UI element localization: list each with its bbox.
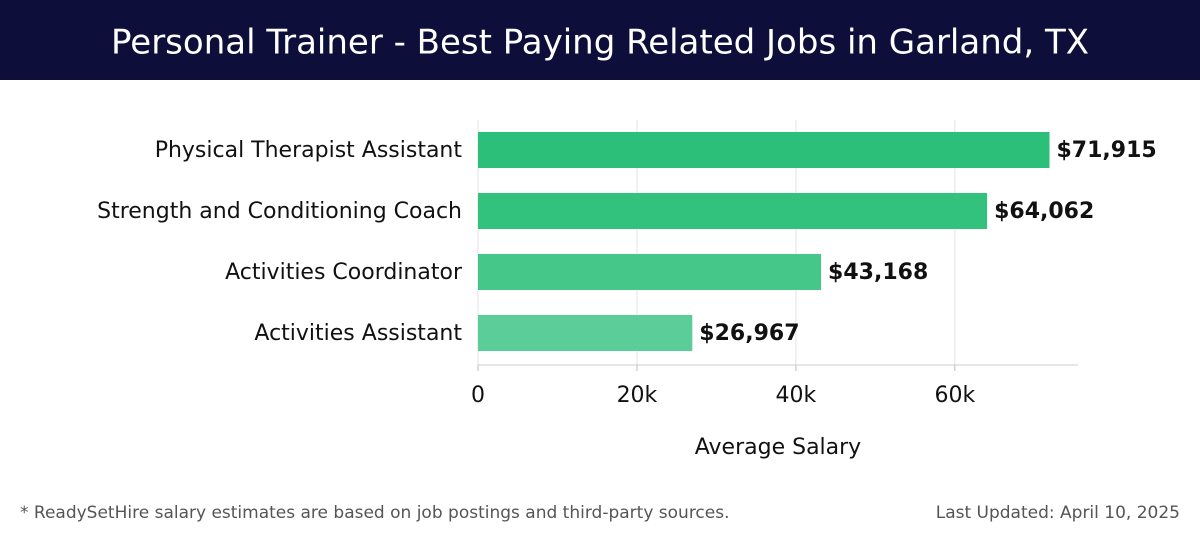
bar xyxy=(478,315,693,351)
bar xyxy=(478,132,1050,168)
x-tick-label: 20k xyxy=(617,383,658,408)
y-tick-label: Physical Therapist Assistant xyxy=(155,138,463,163)
x-tick-label: 60k xyxy=(934,383,975,408)
bar xyxy=(478,254,822,290)
y-tick-label: Activities Coordinator xyxy=(225,260,463,285)
last-updated: Last Updated: April 10, 2025 xyxy=(936,503,1180,523)
x-tick-label: 40k xyxy=(776,383,817,408)
bar xyxy=(478,193,988,229)
value-label: $26,967 xyxy=(699,321,799,346)
y-tick-label: Strength and Conditioning Coach xyxy=(97,199,462,224)
value-label: $64,062 xyxy=(994,199,1094,224)
value-label: $43,168 xyxy=(828,260,928,285)
x-axis-label: Average Salary xyxy=(695,435,861,460)
header-band xyxy=(0,0,1200,80)
footnote: * ReadySetHire salary estimates are base… xyxy=(20,503,730,523)
x-tick-label: 0 xyxy=(471,383,485,408)
chart-title: Personal Trainer - Best Paying Related J… xyxy=(111,23,1089,63)
value-label: $71,915 xyxy=(1057,138,1157,163)
y-tick-label: Activities Assistant xyxy=(254,321,462,346)
